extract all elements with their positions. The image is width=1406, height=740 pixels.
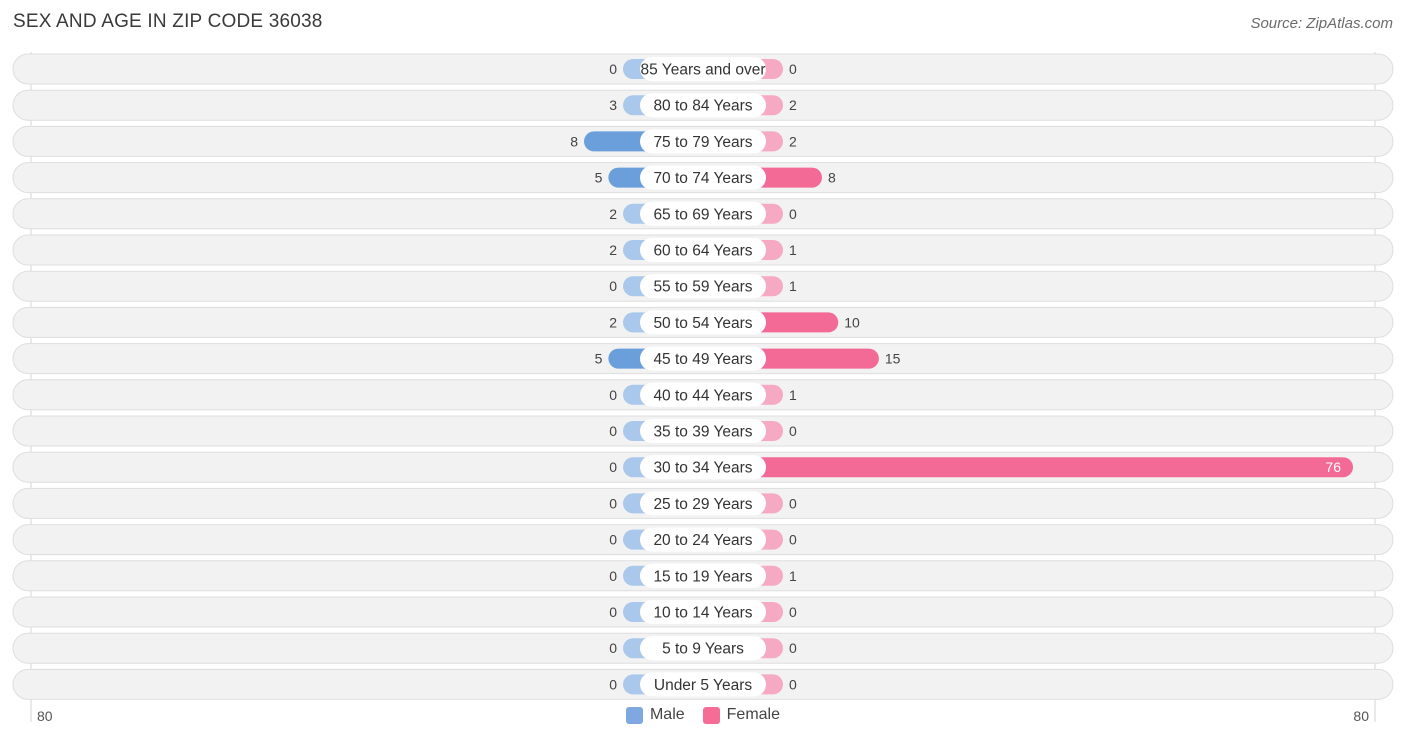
male-value-30-to-34-years: 0 [609, 459, 617, 475]
category-pill-15-to-19-years [640, 563, 766, 588]
male-value-35-to-39-years: 0 [609, 423, 617, 439]
source-label: Source: ZipAtlas.com [1250, 15, 1393, 32]
male-value-75-to-79-years: 8 [570, 133, 578, 149]
category-label-10-to-14-years: 10 to 14 Years [653, 605, 752, 622]
female-value-45-to-49-years: 15 [885, 351, 901, 367]
category-label-35-to-39-years: 35 to 39 Years [653, 424, 752, 441]
category-pill-under-5-years [640, 672, 766, 697]
category-label-60-to-64-years: 60 to 64 Years [653, 243, 752, 260]
axis-left-label: 80 [37, 708, 53, 724]
category-pill-80-to-84-years [640, 93, 766, 118]
female-value-15-to-19-years: 1 [789, 568, 797, 584]
legend: Male Female [0, 706, 1406, 724]
category-label-55-to-59-years: 55 to 59 Years [653, 279, 752, 296]
category-pill-60-to-64-years [640, 238, 766, 262]
male-value-70-to-74-years: 5 [595, 170, 603, 186]
category-pill-40-to-44-years [640, 382, 766, 407]
male-value-45-to-49-years: 5 [595, 351, 603, 367]
axis-right-label: 80 [1353, 708, 1369, 724]
female-value-under-5-years: 0 [789, 676, 797, 692]
female-value-10-to-14-years: 0 [789, 604, 797, 620]
category-label-under-5-years: Under 5 Years [654, 677, 752, 694]
category-pill-45-to-49-years [640, 346, 766, 371]
male-value-10-to-14-years: 0 [609, 604, 617, 620]
category-label-75-to-79-years: 75 to 79 Years [653, 134, 752, 151]
category-label-85-years-and-over: 85 Years and over [641, 62, 766, 79]
male-value-50-to-54-years: 2 [609, 314, 617, 330]
female-value-85-years-and-over: 0 [789, 61, 797, 77]
female-value-50-to-54-years: 10 [844, 314, 860, 330]
legend-label-male: Male [649, 706, 685, 723]
legend-item-female: Female [702, 706, 781, 724]
male-value-85-years-and-over: 0 [609, 61, 617, 77]
male-value-15-to-19-years: 0 [609, 568, 617, 584]
legend-swatch-male [625, 706, 643, 724]
category-label-40-to-44-years: 40 to 44 Years [653, 387, 752, 404]
category-pill-55-to-59-years [640, 274, 766, 299]
legend-swatch-female [702, 706, 720, 724]
category-label-30-to-34-years: 30 to 34 Years [653, 460, 752, 477]
category-label-20-to-24-years: 20 to 24 Years [653, 532, 752, 549]
female-value-65-to-69-years: 0 [789, 206, 797, 222]
male-value-under-5-years: 0 [609, 676, 617, 692]
male-value-40-to-44-years: 0 [609, 387, 617, 403]
female-value-55-to-59-years: 1 [789, 278, 797, 294]
female-value-70-to-74-years: 8 [828, 170, 836, 186]
category-pill-70-to-74-years [640, 165, 766, 190]
male-value-55-to-59-years: 0 [609, 278, 617, 294]
category-label-45-to-49-years: 45 to 49 Years [653, 351, 752, 368]
category-pill-10-to-14-years [640, 600, 766, 624]
female-value-20-to-24-years: 0 [789, 532, 797, 548]
male-value-25-to-29-years: 0 [609, 495, 617, 511]
male-value-65-to-69-years: 2 [609, 206, 617, 222]
category-label-25-to-29-years: 25 to 29 Years [653, 496, 752, 513]
category-label-50-to-54-years: 50 to 54 Years [653, 315, 752, 332]
female-bar-30-to-34-years [703, 457, 1353, 478]
category-pill-30-to-34-years [640, 455, 766, 480]
category-pill-5-to-9-years [640, 636, 766, 661]
male-value-5-to-9-years: 0 [609, 640, 617, 656]
chart-title: SEX AND AGE IN ZIP CODE 36038 [13, 11, 323, 32]
female-value-5-to-9-years: 0 [789, 640, 797, 656]
category-pill-35-to-39-years [640, 419, 766, 443]
legend-label-female: Female [726, 706, 781, 723]
male-value-60-to-64-years: 2 [609, 242, 617, 258]
female-value-25-to-29-years: 0 [789, 495, 797, 511]
female-value-80-to-84-years: 2 [789, 97, 797, 113]
category-label-5-to-9-years: 5 to 9 Years [662, 641, 744, 658]
female-value-35-to-39-years: 0 [789, 423, 797, 439]
category-label-15-to-19-years: 15 to 19 Years [653, 568, 752, 585]
category-pill-25-to-29-years [640, 491, 766, 516]
category-pill-85-years-and-over [640, 57, 766, 81]
category-pill-75-to-79-years [640, 129, 766, 154]
category-pill-65-to-69-years [640, 201, 766, 226]
male-value-20-to-24-years: 0 [609, 532, 617, 548]
category-label-70-to-74-years: 70 to 74 Years [653, 170, 752, 187]
female-value-40-to-44-years: 1 [789, 387, 797, 403]
category-pill-50-to-54-years [640, 310, 766, 335]
female-value-30-to-34-years: 76 [1325, 459, 1341, 475]
legend-item-male: Male [625, 706, 685, 724]
category-label-80-to-84-years: 80 to 84 Years [653, 98, 752, 115]
female-value-75-to-79-years: 2 [789, 133, 797, 149]
male-value-80-to-84-years: 3 [609, 97, 617, 113]
category-pill-20-to-24-years [640, 527, 766, 552]
category-label-65-to-69-years: 65 to 69 Years [653, 206, 752, 223]
female-value-60-to-64-years: 1 [789, 242, 797, 258]
